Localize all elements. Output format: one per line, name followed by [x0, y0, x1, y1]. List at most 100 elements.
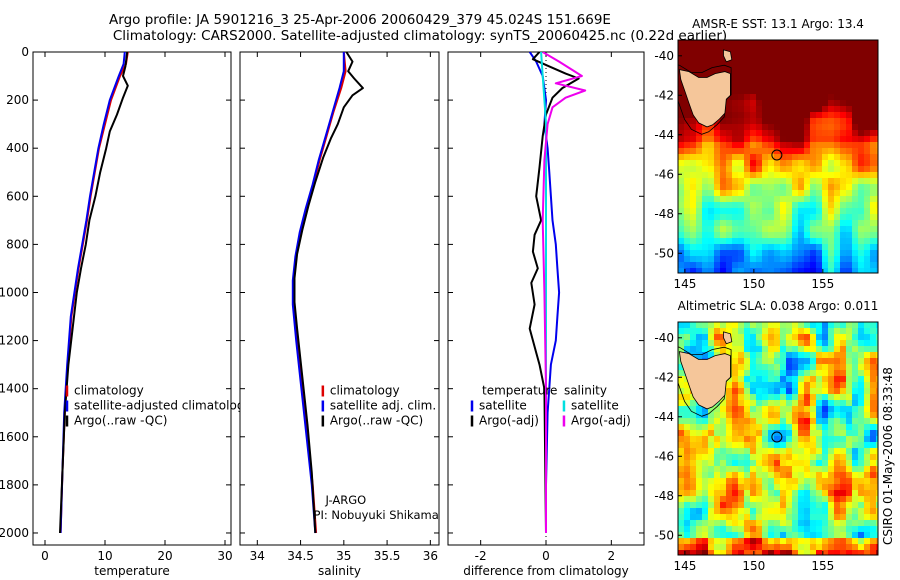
map-cell — [738, 526, 745, 533]
map-cell — [732, 412, 739, 419]
map-cell — [876, 340, 878, 347]
map-cell — [678, 334, 685, 341]
map-cell — [768, 94, 775, 101]
map-cell — [858, 172, 865, 179]
map-cell — [684, 538, 691, 545]
map-cell — [696, 418, 703, 425]
map-cell — [786, 532, 793, 539]
map-cell — [852, 334, 859, 341]
map-cell — [714, 238, 721, 245]
map-cell — [720, 400, 727, 407]
map-cell — [774, 94, 781, 101]
map-cell — [738, 106, 745, 113]
map-cell — [876, 532, 878, 539]
map-cell — [738, 70, 745, 77]
map-cell — [798, 448, 805, 455]
map-cell — [798, 544, 805, 551]
map-cell — [792, 532, 799, 539]
map-cell — [702, 262, 709, 269]
map-cell — [834, 196, 841, 203]
map-cell — [678, 376, 685, 383]
map-cell — [756, 406, 763, 413]
map-cell — [846, 322, 853, 329]
map-cell — [822, 238, 829, 245]
map-cell — [756, 190, 763, 197]
map-cell — [792, 250, 799, 257]
map-cell — [864, 52, 871, 59]
map-cell — [816, 514, 823, 521]
map-cell — [720, 448, 727, 455]
map-cell — [756, 160, 763, 167]
map-cell — [738, 112, 745, 119]
map-cell — [738, 220, 745, 227]
map-cell — [864, 214, 871, 221]
map-cell — [864, 532, 871, 539]
depth-tick-label: 800 — [6, 237, 29, 251]
map-cell — [738, 64, 745, 71]
map-cell — [870, 466, 877, 473]
map-cell — [798, 196, 805, 203]
map-cell — [780, 40, 787, 47]
map-cell — [684, 220, 691, 227]
map-cell — [768, 352, 775, 359]
map-cell — [756, 154, 763, 161]
map-cell — [816, 466, 823, 473]
map-cell — [876, 490, 878, 497]
map-cell — [744, 472, 751, 479]
map-cell — [792, 376, 799, 383]
map-cell — [732, 382, 739, 389]
map-cell — [708, 466, 715, 473]
map-cell — [834, 256, 841, 263]
map-cell — [696, 208, 703, 215]
map-cell — [738, 136, 745, 143]
map-cell — [792, 472, 799, 479]
map-cell — [690, 238, 697, 245]
map-cell — [840, 88, 847, 95]
map-cell — [786, 130, 793, 137]
map-cell — [744, 256, 751, 263]
map-cell — [828, 364, 835, 371]
map-cell — [792, 418, 799, 425]
map-cell — [774, 136, 781, 143]
map-cell — [804, 346, 811, 353]
map-cell — [846, 508, 853, 515]
map-cell — [876, 358, 878, 365]
map-cell — [786, 430, 793, 437]
map-cell — [750, 268, 757, 273]
map-cell — [738, 514, 745, 521]
map-cell — [714, 454, 721, 461]
map-cell — [678, 502, 685, 509]
map-cell — [786, 460, 793, 467]
map-cell — [780, 478, 787, 485]
map-cell — [678, 238, 685, 245]
map-cell — [864, 430, 871, 437]
map-cell — [714, 478, 721, 485]
map-cell — [684, 256, 691, 263]
map-cell — [870, 520, 877, 527]
map-cell — [696, 430, 703, 437]
map-cell — [858, 190, 865, 197]
map-cell — [870, 238, 877, 245]
map-cell — [786, 136, 793, 143]
map-cell — [774, 430, 781, 437]
map-cell — [786, 514, 793, 521]
map-cell — [798, 262, 805, 269]
map-cell — [678, 364, 685, 371]
map-cell — [828, 82, 835, 89]
map-cell — [852, 436, 859, 443]
map-cell — [774, 166, 781, 173]
map-cell — [876, 214, 878, 221]
map-cell — [858, 256, 865, 263]
map-cell — [792, 166, 799, 173]
map-cell — [870, 244, 877, 251]
map-cell — [858, 472, 865, 479]
map-cell — [780, 388, 787, 395]
map-cell — [750, 400, 757, 407]
map-cell — [870, 46, 877, 53]
map-cell — [852, 52, 859, 59]
map-cell — [810, 460, 817, 467]
map-cell — [798, 358, 805, 365]
map-cell — [708, 526, 715, 533]
map-cell — [738, 496, 745, 503]
map-cell — [750, 424, 757, 431]
